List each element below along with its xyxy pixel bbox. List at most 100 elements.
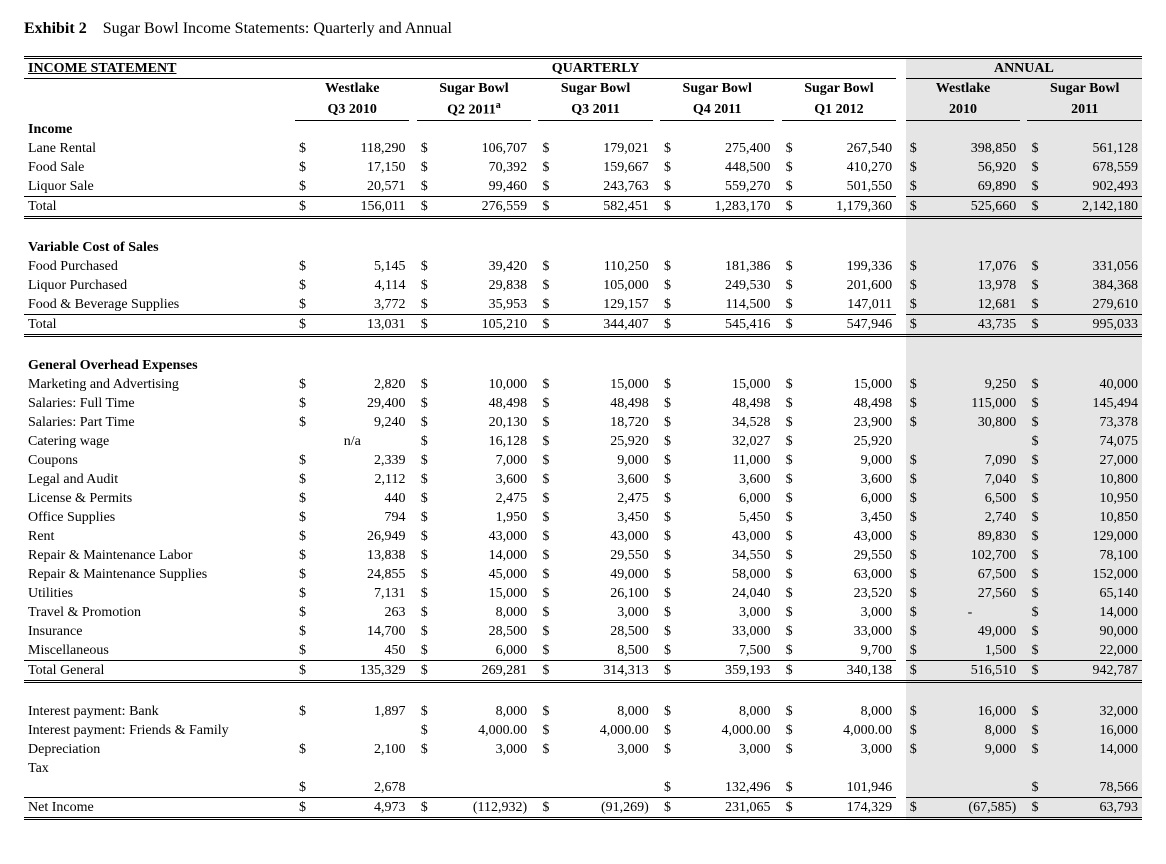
row-label: Salaries: Part Time (24, 413, 295, 432)
money-cell: $7,090 (906, 451, 1020, 470)
money-cell: $10,000 (417, 375, 531, 394)
money-cell: $63,793 (1027, 798, 1142, 819)
money-cell: $28,500 (417, 622, 531, 641)
table-row: Marketing and Advertising$2,820$10,000$1… (24, 375, 1142, 394)
money-cell: $440 (295, 489, 409, 508)
money-cell: $1,897 (295, 702, 409, 721)
money-cell: $340,138 (782, 661, 897, 682)
money-cell: $145,494 (1027, 394, 1142, 413)
money-cell: $63,000 (782, 565, 897, 584)
row-label: Catering wage (24, 432, 295, 451)
money-cell: $22,000 (1027, 641, 1142, 661)
row-label: Interest payment: Friends & Family (24, 721, 295, 740)
money-cell: $10,850 (1027, 508, 1142, 527)
money-cell: $43,000 (538, 527, 652, 546)
table-row: License & Permits$440$2,475$2,475$6,000$… (24, 489, 1142, 508)
money-cell: $231,065 (660, 798, 774, 819)
table-row: Coupons$2,339$7,000$9,000$11,000$9,000$7… (24, 451, 1142, 470)
money-cell: $179,021 (538, 139, 652, 158)
money-cell: $269,281 (417, 661, 531, 682)
row-label: Total General (24, 661, 295, 682)
money-cell: $35,953 (417, 295, 531, 315)
money-cell: $6,500 (906, 489, 1020, 508)
money-cell: $32,000 (1027, 702, 1142, 721)
table-row: Salaries: Part Time$9,240$20,130$18,720$… (24, 413, 1142, 432)
table-row: Travel & Promotion$263$8,000$3,000$3,000… (24, 603, 1142, 622)
row-label: General Overhead Expenses (24, 356, 295, 375)
money-cell: n/a (295, 432, 409, 451)
money-cell: $2,339 (295, 451, 409, 470)
money-cell: $9,250 (906, 375, 1020, 394)
money-cell: $8,000 (417, 702, 531, 721)
row-label: Food & Beverage Supplies (24, 295, 295, 315)
money-cell: $43,735 (906, 315, 1020, 336)
money-cell: $2,475 (538, 489, 652, 508)
money-cell: $152,000 (1027, 565, 1142, 584)
money-cell: $6,000 (660, 489, 774, 508)
money-cell: $74,075 (1027, 432, 1142, 451)
money-cell: $106,707 (417, 139, 531, 158)
money-cell: $70,392 (417, 158, 531, 177)
money-cell: $15,000 (538, 375, 652, 394)
money-cell: $14,000 (417, 546, 531, 565)
exhibit-title: Exhibit 2 Sugar Bowl Income Statements: … (24, 20, 1142, 38)
row-label: Liquor Purchased (24, 276, 295, 295)
table-row: Miscellaneous$450$6,000$8,500$7,500$9,70… (24, 641, 1142, 661)
money-cell: $13,838 (295, 546, 409, 565)
money-cell: $(91,269) (538, 798, 652, 819)
money-cell: $40,000 (1027, 375, 1142, 394)
money-cell: $794 (295, 508, 409, 527)
money-cell: $4,000.00 (782, 721, 897, 740)
table-row: Insurance$14,700$28,500$28,500$33,000$33… (24, 622, 1142, 641)
money-cell: $9,000 (538, 451, 652, 470)
money-cell: $398,850 (906, 139, 1020, 158)
table-row: Total$156,011$276,559$582,451$1,283,170$… (24, 197, 1142, 218)
table-row: Interest payment: Bank$1,897$8,000$8,000… (24, 702, 1142, 721)
table-row: Repair & Maintenance Labor$13,838 $14,000… (24, 546, 1142, 565)
money-cell: $5,450 (660, 508, 774, 527)
section-header-row: Variable Cost of Sales (24, 238, 1142, 257)
row-label: Net Income (24, 798, 295, 819)
money-cell: $13,031 (295, 315, 409, 336)
money-cell: $16,000 (906, 702, 1020, 721)
money-cell: $29,550 (538, 546, 652, 565)
money-cell: $2,820 (295, 375, 409, 394)
table-row: Liquor Sale$20,571$99,460$243,763$559,27… (24, 177, 1142, 197)
money-cell: $15,000 (782, 375, 897, 394)
table-row: Total General$135,329$269,281$314,313$35… (24, 661, 1142, 682)
money-cell: $48,498 (660, 394, 774, 413)
row-label: Food Sale (24, 158, 295, 177)
table-row: $2,678$132,496$101,946$78,566 (24, 778, 1142, 798)
row-label: Coupons (24, 451, 295, 470)
row-label: Income (24, 120, 295, 139)
money-cell: $10,800 (1027, 470, 1142, 489)
money-cell (417, 778, 531, 798)
money-cell: $8,000 (660, 702, 774, 721)
money-cell: $902,493 (1027, 177, 1142, 197)
money-cell: $(112,932) (417, 798, 531, 819)
money-cell: $2,100 (295, 740, 409, 759)
money-cell: $15,000 (660, 375, 774, 394)
money-cell: $3,000 (417, 740, 531, 759)
money-cell: $48,498 (538, 394, 652, 413)
money-cell: $410,270 (782, 158, 897, 177)
row-label: Repair & Maintenance Labor (24, 546, 295, 565)
money-cell: $28,500 (538, 622, 652, 641)
row-label: Insurance (24, 622, 295, 641)
section-header-row: General Overhead Expenses (24, 356, 1142, 375)
money-cell: $561,128 (1027, 139, 1142, 158)
money-cell: $9,000 (906, 740, 1020, 759)
money-cell: $4,114 (295, 276, 409, 295)
money-cell: $6,000 (782, 489, 897, 508)
money-cell: $8,500 (538, 641, 652, 661)
money-cell: $516,510 (906, 661, 1020, 682)
header-annual: ANNUAL (906, 58, 1142, 79)
table-row: Liquor Purchased$4,114$29,838$105,000$24… (24, 276, 1142, 295)
money-cell: $129,000 (1027, 527, 1142, 546)
table-row: Salaries: Full Time$29,400$48,498$48,498… (24, 394, 1142, 413)
money-cell: $147,011 (782, 295, 897, 315)
money-cell: $45,000 (417, 565, 531, 584)
money-cell: $545,416 (660, 315, 774, 336)
row-label: Variable Cost of Sales (24, 238, 295, 257)
money-cell: $4,000.00 (660, 721, 774, 740)
